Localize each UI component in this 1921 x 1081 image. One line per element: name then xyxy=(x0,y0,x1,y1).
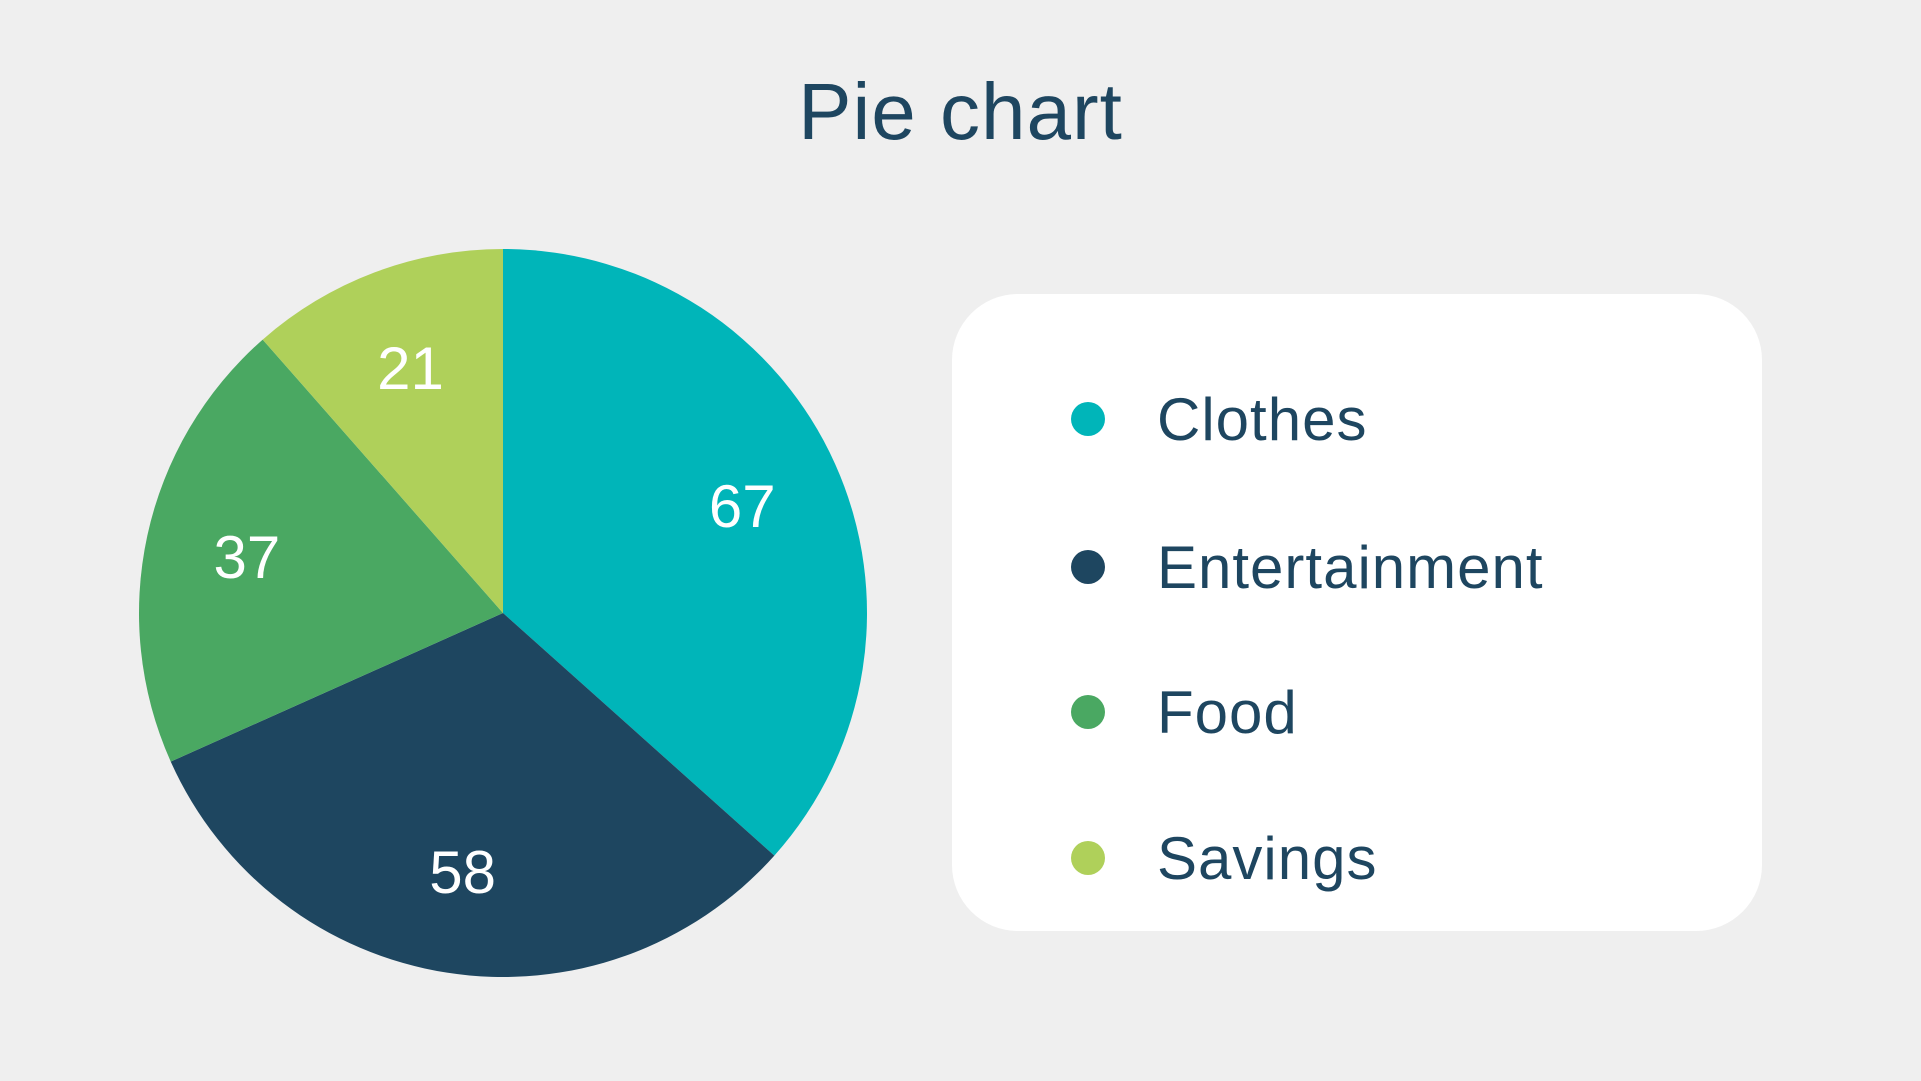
data-label-savings: 21 xyxy=(377,335,444,402)
legend-item-clothes: Clothes xyxy=(952,379,1762,459)
pie-slice-savings xyxy=(262,249,503,613)
legend-label: Clothes xyxy=(1157,385,1368,453)
legend-swatch xyxy=(1071,695,1105,729)
legend-label: Savings xyxy=(1157,824,1378,892)
legend-label: Food xyxy=(1157,678,1298,746)
legend-item-savings: Savings xyxy=(952,818,1762,898)
legend: Clothes Entertainment Food Savings xyxy=(952,294,1762,931)
chart-title: Pie chart xyxy=(798,67,1123,156)
legend-item-entertainment: Entertainment xyxy=(952,527,1762,607)
data-label-clothes: 67 xyxy=(709,473,776,540)
legend-swatch xyxy=(1071,402,1105,436)
legend-swatch xyxy=(1071,841,1105,875)
pie-slice-food xyxy=(138,339,503,762)
data-label-food: 37 xyxy=(214,524,281,591)
pie-slice-clothes xyxy=(503,249,868,856)
data-label-entertainment: 58 xyxy=(429,839,496,906)
legend-item-food: Food xyxy=(952,672,1762,752)
legend-label: Entertainment xyxy=(1157,533,1544,601)
legend-swatch xyxy=(1071,550,1105,584)
pie-slice-entertainment xyxy=(170,613,775,977)
